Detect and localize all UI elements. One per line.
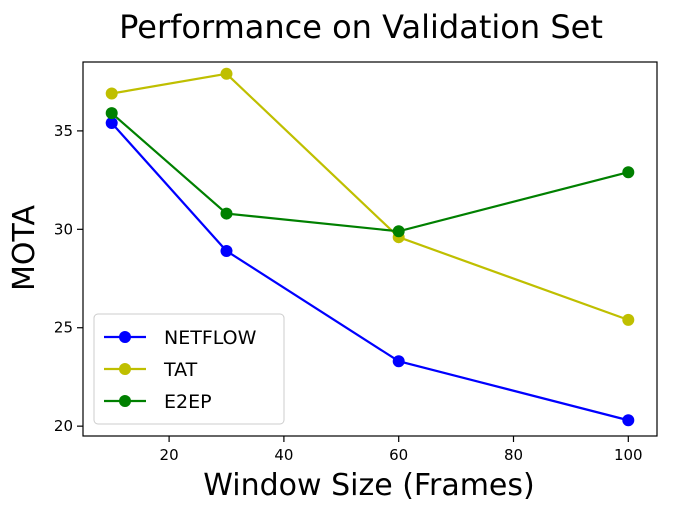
- plot-area: 20 40 60 80 100 20 25 30 35: [54, 61, 658, 464]
- legend-marker-e2ep: [119, 395, 131, 407]
- data-point-netflow: [220, 244, 233, 257]
- legend-label-netflow: NETFLOW: [164, 327, 257, 349]
- legend-label-e2ep: E2EP: [164, 391, 212, 413]
- x-tick-label: 40: [274, 446, 293, 464]
- legend-marker-netflow: [119, 331, 131, 343]
- legend: NETFLOW TAT E2EP: [93, 313, 285, 425]
- data-point-tat: [220, 67, 233, 80]
- chart-title: Performance on Validation Set: [119, 8, 603, 46]
- legend-box: [93, 313, 285, 425]
- data-point-e2ep: [105, 107, 118, 120]
- legend-label-tat: TAT: [163, 359, 198, 381]
- y-tick-label: 20: [54, 417, 73, 435]
- x-tick-label: 100: [614, 446, 643, 464]
- data-point-netflow: [105, 117, 118, 130]
- data-point-netflow: [392, 355, 405, 368]
- data-point-e2ep: [622, 166, 635, 179]
- series-line-tat: [111, 72, 629, 321]
- data-point-netflow: [622, 414, 635, 427]
- x-tick-label: 80: [504, 446, 523, 464]
- y-tick-label: 35: [54, 122, 73, 140]
- axes-frame: [82, 61, 658, 437]
- x-tick-label: 60: [389, 446, 408, 464]
- data-point-e2ep: [220, 207, 233, 220]
- x-tick-label: 20: [160, 446, 179, 464]
- legend-marker-tat: [119, 363, 131, 375]
- x-axis-label: Window Size (Frames): [203, 468, 534, 503]
- y-tick-label: 25: [54, 319, 73, 337]
- data-point-tat: [622, 313, 635, 326]
- y-axis-label: MOTA: [7, 205, 42, 291]
- series-line-netflow: [110, 122, 629, 422]
- series-line-e2ep: [110, 112, 629, 233]
- data-point-tat: [105, 87, 118, 100]
- data-point-e2ep: [392, 225, 405, 238]
- y-tick-label: 30: [54, 220, 73, 238]
